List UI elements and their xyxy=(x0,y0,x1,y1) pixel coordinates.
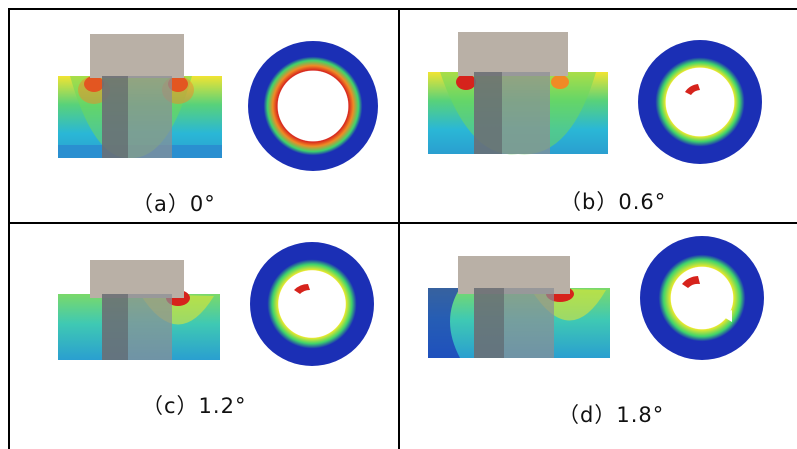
frame-center xyxy=(398,8,400,449)
panel-a-image xyxy=(58,34,378,171)
cross-section-disk xyxy=(638,40,762,164)
pile-top xyxy=(90,34,184,78)
panel-b-caption: （b）0.6° xyxy=(560,190,667,214)
pile-shadow xyxy=(102,294,128,360)
pile-top xyxy=(458,32,568,76)
cross-section-hotspot xyxy=(294,284,310,294)
hotspot-right xyxy=(551,75,569,89)
panel-d: （d）1.8° xyxy=(400,224,797,449)
panel-c-caption: （c）1.2° xyxy=(142,394,247,418)
frame-middle xyxy=(8,222,797,224)
cross-section-hotspot xyxy=(685,84,700,95)
panel-d-image xyxy=(428,236,764,360)
panel-d-caption: （d）1.8° xyxy=(558,403,665,427)
pile-top xyxy=(458,256,570,294)
panel-a: （a）0° xyxy=(10,10,398,222)
panel-a-caption: （a）0° xyxy=(132,192,216,216)
cross-section-disk xyxy=(248,41,378,171)
panel-b: （b）0.6° xyxy=(400,10,797,222)
panel-b-image xyxy=(428,32,762,164)
cross-section-hotspot xyxy=(682,276,700,288)
panel-c: （c）1.2° xyxy=(10,224,398,449)
pile-shadow xyxy=(474,72,502,154)
pile-top xyxy=(90,260,184,298)
cross-section-notch xyxy=(722,310,732,322)
cross-section-disk xyxy=(640,236,764,360)
cross-section-disk xyxy=(250,242,374,366)
pile-shadow xyxy=(102,76,128,158)
panel-c-image xyxy=(58,242,374,366)
frame-top xyxy=(8,8,797,10)
soil-left-dark xyxy=(428,288,460,358)
hotspot-left xyxy=(456,74,476,90)
frame-left xyxy=(8,8,10,449)
pile-shadow xyxy=(474,288,504,358)
